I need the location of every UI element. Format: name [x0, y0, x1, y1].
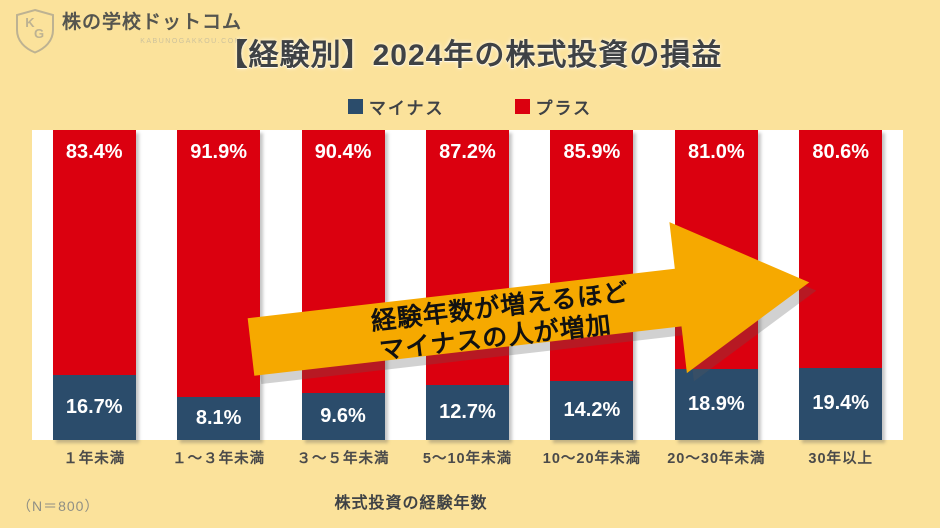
bar-column: 87.2% 12.7%	[405, 130, 529, 440]
brand-name: 株の学校ドットコム	[62, 12, 243, 33]
brand-logo: K G 株の学校ドットコム KABUNOGAKKOU.COM	[14, 8, 242, 54]
plus-segment: 83.4%	[52, 130, 136, 375]
bar-column: 91.9% 8.1%	[156, 130, 280, 440]
plus-value-label: 81.0%	[687, 141, 745, 163]
plus-color-swatch	[514, 99, 530, 114]
category-axis: １年未満 １～３年未満 ３～５年未満 5～10年未満 10～20年未満 20～30年未満 3…	[32, 447, 903, 468]
plot-area: 83.4% 16.7% 91.9% 8.1% 90.4% 9.6% 87.2% 12.7% 85…	[32, 130, 903, 440]
bar-column: 83.4% 16.7%	[32, 130, 156, 440]
legend-item-plus: プラス	[514, 94, 593, 119]
chart-title: 【経験別】2024年の株式投資の損益	[217, 39, 723, 72]
legend-item-minus: マイナス	[347, 94, 445, 119]
brand-text: 株の学校ドットコム KABUNOGAKKOU.COM	[62, 12, 242, 45]
svg-text:G: G	[34, 26, 44, 41]
minus-value-label: 16.7%	[65, 395, 123, 418]
legend-label-plus: プラス	[535, 99, 593, 118]
plus-segment: 80.6%	[799, 130, 883, 368]
stacked-bar: 81.0% 18.9%	[674, 130, 758, 440]
category-label: 10～20年未満	[542, 451, 642, 467]
plus-segment: 87.2%	[425, 130, 509, 385]
bar-column: 80.6% 19.4%	[779, 130, 903, 440]
plus-segment: 91.9%	[177, 130, 261, 397]
legend-label-minus: マイナス	[368, 99, 445, 118]
plus-value-label: 87.2%	[439, 141, 496, 163]
plus-value-label: 91.9%	[190, 141, 247, 163]
minus-segment: 16.7%	[52, 374, 136, 440]
category-label: 20～30年未満	[667, 451, 766, 467]
minus-segment: 18.9%	[674, 369, 758, 440]
bar-column: 90.4% 9.6%	[281, 130, 405, 440]
bars-row: 83.4% 16.7% 91.9% 8.1% 90.4% 9.6% 87.2% 12.7% 85…	[32, 130, 903, 440]
x-axis-title: 株式投資の経験年数	[334, 495, 488, 512]
plus-value-label: 80.6%	[812, 141, 870, 163]
minus-color-swatch	[347, 99, 363, 114]
bar-column: 81.0% 18.9%	[654, 130, 778, 440]
minus-value-label: 12.7%	[439, 400, 496, 423]
svg-text:K: K	[25, 15, 35, 30]
stacked-bar: 80.6% 19.4%	[799, 130, 883, 440]
plus-segment: 90.4%	[301, 130, 385, 393]
stacked-bar: 87.2% 12.7%	[425, 130, 509, 440]
stacked-bar: 90.4% 9.6%	[301, 130, 385, 440]
category-label: １～３年未満	[172, 451, 266, 467]
chart-legend: マイナス プラス	[0, 94, 940, 119]
minus-segment: 8.1%	[177, 396, 261, 440]
brand-domain: KABUNOGAKKOU.COM	[140, 37, 243, 45]
category-label: 5～10年未満	[422, 451, 513, 467]
minus-segment: 19.4%	[799, 367, 883, 440]
plus-value-label: 85.9%	[563, 141, 621, 163]
minus-value-label: 19.4%	[812, 392, 870, 415]
plus-value-label: 83.4%	[65, 141, 123, 163]
minus-segment: 14.2%	[550, 381, 634, 440]
minus-value-label: 18.9%	[687, 393, 745, 416]
sample-size-note: （N＝800）	[17, 498, 100, 514]
category-label: １年未満	[63, 451, 126, 467]
stacked-bar: 83.4% 16.7%	[52, 130, 136, 440]
category-label: ３～５年未満	[296, 451, 390, 467]
minus-value-label: 9.6%	[320, 404, 366, 427]
minus-value-label: 8.1%	[195, 406, 242, 429]
category-label: 30年以上	[808, 451, 874, 467]
stacked-bar: 85.9% 14.2%	[550, 130, 634, 440]
plus-segment: 85.9%	[550, 130, 634, 382]
bar-column: 85.9% 14.2%	[530, 130, 654, 440]
shield-logo-icon: K G	[16, 8, 54, 54]
plus-value-label: 90.4%	[314, 141, 372, 163]
minus-segment: 12.7%	[425, 384, 509, 440]
minus-segment: 9.6%	[301, 392, 385, 440]
stacked-bar: 91.9% 8.1%	[177, 130, 261, 440]
minus-value-label: 14.2%	[563, 399, 621, 422]
plus-segment: 81.0%	[674, 130, 758, 370]
